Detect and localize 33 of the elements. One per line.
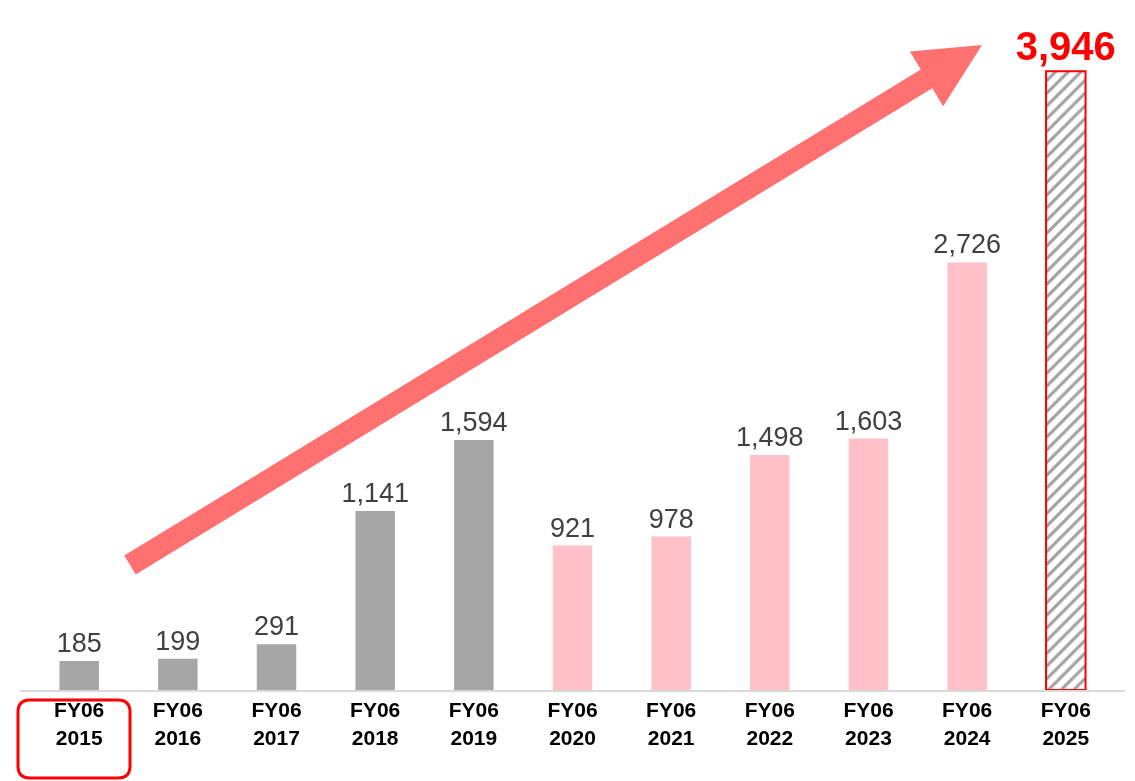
bar	[651, 536, 691, 690]
x-tick-label: FY06 2016	[152, 698, 203, 749]
data-label: 185	[56, 627, 102, 658]
data-label: 291	[253, 611, 300, 642]
bar	[59, 660, 99, 690]
x-tick-label: FY06 2022	[744, 698, 795, 749]
x-tick-label: FY06 2019	[448, 698, 499, 749]
bar	[1045, 70, 1087, 690]
data-label: 921	[549, 512, 596, 543]
bar	[947, 262, 987, 690]
data-label: 978	[648, 503, 694, 534]
x-tick-label: FY06 2023	[843, 698, 894, 749]
bar	[158, 658, 198, 690]
x-tick-label: FY06 2020	[547, 698, 598, 749]
x-tick-label: FY06 2024	[942, 698, 993, 749]
data-label: 1,603	[834, 405, 903, 436]
bar	[454, 440, 494, 690]
bar	[355, 511, 395, 690]
data-label: 1,141	[341, 478, 409, 509]
x-tick-label: FY06 2017	[251, 698, 302, 749]
bar	[256, 644, 297, 690]
data-label: 1,498	[736, 422, 804, 453]
x-tick-label: FY06 2018	[350, 698, 401, 749]
bar	[848, 438, 889, 690]
data-label: 199	[155, 625, 201, 656]
data-label: 1,594	[440, 407, 508, 438]
x-tick-label: FY06 2021	[646, 698, 697, 749]
x-tick-label: FY06 2015	[54, 698, 105, 749]
data-label: 2,726	[933, 229, 1001, 260]
x-tick-label: FY06 2025	[1040, 698, 1091, 749]
bar	[750, 455, 790, 690]
bar	[552, 545, 593, 690]
data-label: 3,946	[1015, 24, 1116, 69]
